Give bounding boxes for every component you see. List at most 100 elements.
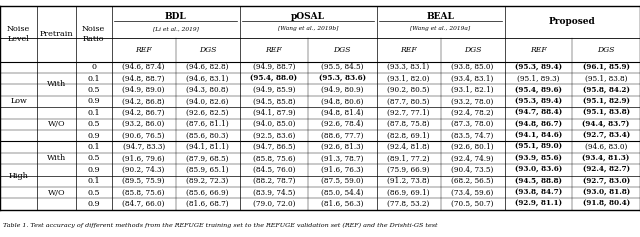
Text: DGS: DGS xyxy=(464,46,481,54)
Text: (93.3, 83.1): (93.3, 83.1) xyxy=(387,63,429,71)
Text: (93.4, 83.1): (93.4, 83.1) xyxy=(451,75,493,83)
Text: (95.4, 88.0): (95.4, 88.0) xyxy=(250,75,298,83)
Text: (87.5, 59.0): (87.5, 59.0) xyxy=(321,177,364,185)
Text: 0.5: 0.5 xyxy=(88,189,100,197)
Text: DGS: DGS xyxy=(333,46,351,54)
Text: (94.4, 83.7): (94.4, 83.7) xyxy=(582,120,630,128)
Text: REF: REF xyxy=(135,46,152,54)
Text: (93.0, 81.8): (93.0, 81.8) xyxy=(582,189,630,197)
Text: (92.7, 83.0): (92.7, 83.0) xyxy=(582,177,630,185)
Text: (92.4, 78.2): (92.4, 78.2) xyxy=(451,109,494,117)
Text: (73.4, 59.6): (73.4, 59.6) xyxy=(451,189,493,197)
Text: Noise
Ratio: Noise Ratio xyxy=(82,25,106,43)
Text: (91.6, 79.6): (91.6, 79.6) xyxy=(122,155,165,163)
Text: (87.3, 78.0): (87.3, 78.0) xyxy=(451,120,493,128)
Text: Table 1. Test accuracy of different methods from the REFUGE training set to the : Table 1. Test accuracy of different meth… xyxy=(3,223,438,228)
Text: 0.9: 0.9 xyxy=(88,97,100,105)
Text: W/O: W/O xyxy=(48,189,65,197)
Text: 0.5: 0.5 xyxy=(88,155,100,163)
Text: (95.1, 83.8): (95.1, 83.8) xyxy=(582,109,630,117)
Text: (92.5, 83.6): (92.5, 83.6) xyxy=(253,132,295,140)
Text: 0.9: 0.9 xyxy=(88,166,100,174)
Text: (88.2, 78.7): (88.2, 78.7) xyxy=(253,177,295,185)
Text: (92.6, 78.4): (92.6, 78.4) xyxy=(321,120,364,128)
Text: [Wang et al., 2019b]: [Wang et al., 2019b] xyxy=(278,27,339,32)
Text: With: With xyxy=(47,80,66,88)
Text: (89.1, 77.2): (89.1, 77.2) xyxy=(387,155,430,163)
Text: (92.6, 81.3): (92.6, 81.3) xyxy=(321,143,364,151)
Text: (84.7, 66.0): (84.7, 66.0) xyxy=(122,200,165,208)
Text: (94.6, 82.8): (94.6, 82.8) xyxy=(186,63,229,71)
Text: (94.2, 86.7): (94.2, 86.7) xyxy=(122,109,165,117)
Text: 0: 0 xyxy=(92,63,96,71)
Text: (91.3, 78.7): (91.3, 78.7) xyxy=(321,155,364,163)
Text: (94.1, 81.1): (94.1, 81.1) xyxy=(186,143,229,151)
Text: (87.7, 80.5): (87.7, 80.5) xyxy=(387,97,430,105)
Text: (84.5, 76.0): (84.5, 76.0) xyxy=(253,166,295,174)
Text: (95.1, 82.9): (95.1, 82.9) xyxy=(582,97,630,105)
Text: (85.9, 65.1): (85.9, 65.1) xyxy=(186,166,229,174)
Text: 0.9: 0.9 xyxy=(88,132,100,140)
Text: REF: REF xyxy=(266,46,282,54)
Text: BEAL: BEAL xyxy=(427,12,454,21)
Text: (93.2, 86.0): (93.2, 86.0) xyxy=(122,120,165,128)
Text: 0.1: 0.1 xyxy=(88,75,100,83)
Text: (92.4, 74.9): (92.4, 74.9) xyxy=(451,155,494,163)
Text: (90.6, 76.5): (90.6, 76.5) xyxy=(122,132,165,140)
Text: (94.0, 85.0): (94.0, 85.0) xyxy=(253,120,295,128)
Text: (89.5, 75.9): (89.5, 75.9) xyxy=(122,177,165,185)
Text: (91.6, 76.3): (91.6, 76.3) xyxy=(321,166,364,174)
Text: (93.0, 83.6): (93.0, 83.6) xyxy=(515,166,562,174)
Text: (83.5, 74.7): (83.5, 74.7) xyxy=(451,132,493,140)
Text: (85.8, 75.6): (85.8, 75.6) xyxy=(122,189,165,197)
Text: (94.8, 86.7): (94.8, 86.7) xyxy=(515,120,562,128)
Text: (94.8, 88.7): (94.8, 88.7) xyxy=(122,75,165,83)
Text: (77.8, 53.2): (77.8, 53.2) xyxy=(387,200,429,208)
Text: 0.1: 0.1 xyxy=(88,109,100,117)
Text: (94.1, 87.9): (94.1, 87.9) xyxy=(253,109,295,117)
Text: [Wang et al., 2019a]: [Wang et al., 2019a] xyxy=(410,27,470,32)
Text: High: High xyxy=(9,172,29,180)
Text: (92.4, 82.7): (92.4, 82.7) xyxy=(582,166,630,174)
Text: (85.6, 66.9): (85.6, 66.9) xyxy=(186,189,229,197)
Text: Proposed: Proposed xyxy=(549,18,596,26)
Text: (92.6, 80.1): (92.6, 80.1) xyxy=(451,143,494,151)
Text: (95.5, 84.5): (95.5, 84.5) xyxy=(321,63,364,71)
Text: (94.9, 88.7): (94.9, 88.7) xyxy=(253,63,295,71)
Text: (94.8, 80.6): (94.8, 80.6) xyxy=(321,97,364,105)
Text: (87.9, 68.5): (87.9, 68.5) xyxy=(186,155,229,163)
Text: (96.1, 85.9): (96.1, 85.9) xyxy=(582,63,630,71)
Text: (93.1, 82.1): (93.1, 82.1) xyxy=(451,86,494,94)
Text: (95.8, 84.2): (95.8, 84.2) xyxy=(582,86,630,94)
Text: Pretrain: Pretrain xyxy=(40,30,74,38)
Text: BDL: BDL xyxy=(164,12,186,21)
Text: (95.3, 89.4): (95.3, 89.4) xyxy=(515,97,562,105)
Text: 0.1: 0.1 xyxy=(88,177,100,185)
Text: (94.6, 83.0): (94.6, 83.0) xyxy=(585,143,627,151)
Text: (94.6, 87.4): (94.6, 87.4) xyxy=(122,63,165,71)
Text: (94.7, 86.5): (94.7, 86.5) xyxy=(253,143,295,151)
Text: (94.7, 88.4): (94.7, 88.4) xyxy=(515,109,562,117)
Text: (87.6, 81.1): (87.6, 81.1) xyxy=(186,120,229,128)
Text: With: With xyxy=(47,155,66,163)
Text: (89.2, 72.3): (89.2, 72.3) xyxy=(186,177,229,185)
Text: (94.2, 86.8): (94.2, 86.8) xyxy=(122,97,165,105)
Text: 0.9: 0.9 xyxy=(88,200,100,208)
Text: (95.1, 89.0): (95.1, 89.0) xyxy=(515,143,562,151)
Text: pOSAL: pOSAL xyxy=(291,12,325,21)
Text: (94.5, 88.8): (94.5, 88.8) xyxy=(515,177,562,185)
Text: (82.8, 69.1): (82.8, 69.1) xyxy=(387,132,430,140)
Text: (70.5, 50.7): (70.5, 50.7) xyxy=(451,200,494,208)
Text: (87.8, 75.8): (87.8, 75.8) xyxy=(387,120,430,128)
Text: (85.6, 80.3): (85.6, 80.3) xyxy=(186,132,229,140)
Text: (95.1, 89.3): (95.1, 89.3) xyxy=(517,75,559,83)
Text: (85.0, 54.4): (85.0, 54.4) xyxy=(321,189,364,197)
Text: (86.9, 69.1): (86.9, 69.1) xyxy=(387,189,430,197)
Text: (92.7, 83.4): (92.7, 83.4) xyxy=(582,132,630,140)
Text: (93.1, 82.0): (93.1, 82.0) xyxy=(387,75,430,83)
Text: (93.8, 85.0): (93.8, 85.0) xyxy=(451,63,493,71)
Text: (94.8, 81.4): (94.8, 81.4) xyxy=(321,109,364,117)
Text: (94.9, 89.0): (94.9, 89.0) xyxy=(122,86,165,94)
Text: (83.9, 74.5): (83.9, 74.5) xyxy=(253,189,295,197)
Text: Noise
Level: Noise Level xyxy=(7,25,30,43)
